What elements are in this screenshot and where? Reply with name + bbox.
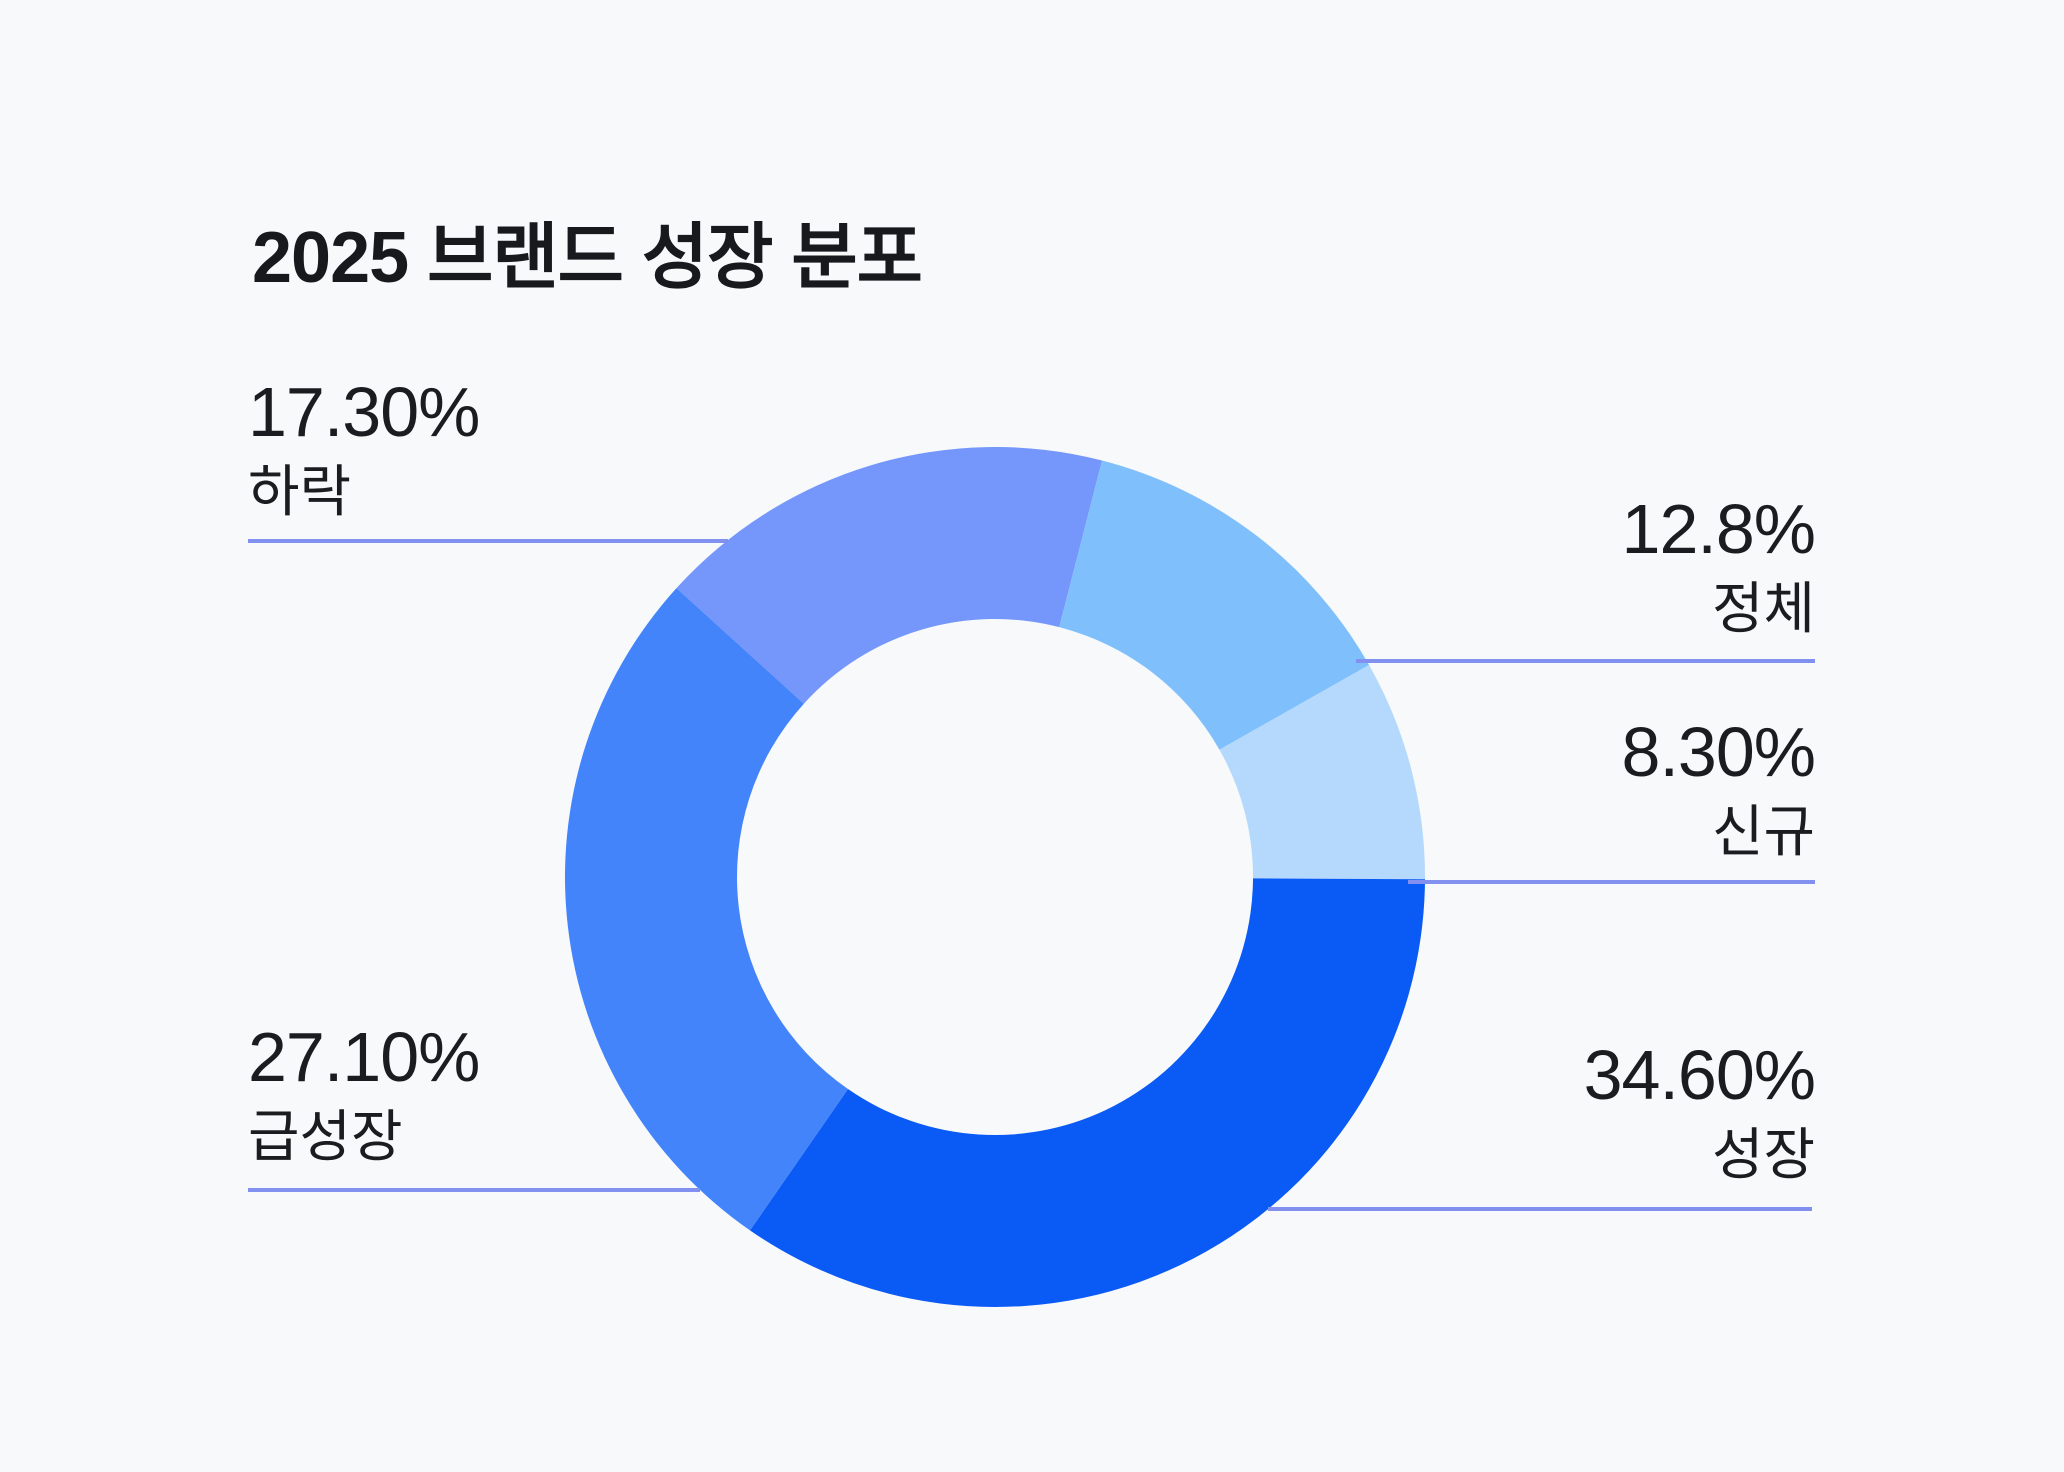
- label-decline-value: 17.30%: [248, 373, 480, 451]
- chart-title: 2025 브랜드 성장 분포: [252, 218, 923, 298]
- leader-line-growth: [1268, 1207, 1812, 1211]
- label-block-stagnant: 12.8% 정체: [1621, 489, 1816, 643]
- leader-line-new: [1408, 880, 1815, 884]
- label-decline-name: 하락: [248, 460, 352, 523]
- leader-line-stagnant: [1356, 659, 1815, 663]
- leader-line-decline: [248, 539, 728, 543]
- donut-chart: [565, 447, 1425, 1307]
- slice-growth[interactable]: [749, 878, 1425, 1307]
- slice-decline[interactable]: [676, 447, 1103, 704]
- label-block-decline: 17.30% 하락: [248, 372, 480, 526]
- label-new-value: 8.30%: [1621, 713, 1816, 791]
- label-rapid-growth-name: 급성장: [248, 1105, 403, 1168]
- slice-stagnant[interactable]: [1059, 460, 1370, 750]
- label-stagnant-name: 정체: [1711, 577, 1815, 640]
- label-block-rapid-growth: 27.10% 급성장: [248, 1017, 480, 1171]
- leader-line-rapid-growth: [248, 1188, 700, 1192]
- label-stagnant-value: 12.8%: [1621, 490, 1816, 568]
- label-rapid-growth-value: 27.10%: [248, 1018, 480, 1096]
- label-block-new: 8.30% 신규: [1621, 712, 1816, 866]
- slice-rapid_growth[interactable]: [565, 588, 848, 1231]
- label-new-name: 신규: [1711, 800, 1815, 863]
- label-growth-name: 성장: [1711, 1123, 1815, 1186]
- label-block-growth: 34.60% 성장: [1583, 1035, 1816, 1189]
- label-growth-value: 34.60%: [1583, 1036, 1816, 1114]
- slice-new[interactable]: [1219, 664, 1425, 880]
